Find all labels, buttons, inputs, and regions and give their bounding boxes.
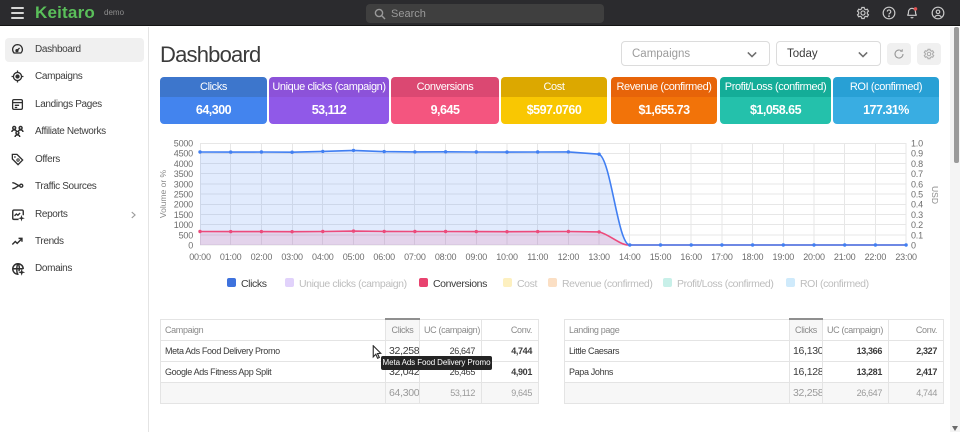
svg-text:23:00: 23:00: [895, 252, 917, 262]
svg-text:10:00: 10:00: [496, 252, 518, 262]
svg-text:2500: 2500: [174, 190, 193, 200]
svg-text:15:00: 15:00: [650, 252, 672, 262]
svg-text:1500: 1500: [174, 210, 193, 220]
svg-text:08:00: 08:00: [435, 252, 457, 262]
svg-text:12:00: 12:00: [558, 252, 580, 262]
svg-text:0.7: 0.7: [911, 169, 923, 179]
svg-text:1000: 1000: [174, 220, 193, 230]
svg-text:05:00: 05:00: [343, 252, 365, 262]
svg-text:500: 500: [179, 230, 194, 240]
svg-text:0.8: 0.8: [911, 159, 923, 169]
svg-text:07:00: 07:00: [404, 252, 426, 262]
svg-text:0.9: 0.9: [911, 149, 923, 159]
svg-text:USD: USD: [930, 186, 940, 204]
svg-text:20:00: 20:00: [803, 252, 825, 262]
svg-text:11:00: 11:00: [527, 252, 548, 262]
svg-text:00:00: 00:00: [189, 252, 211, 262]
svg-text:03:00: 03:00: [281, 252, 303, 262]
svg-text:17:00: 17:00: [711, 252, 733, 262]
svg-text:14:00: 14:00: [619, 252, 641, 262]
svg-text:Unique clicks (campaign): Unique clicks (campaign): [299, 278, 407, 290]
svg-text:5000: 5000: [174, 139, 193, 149]
svg-text:04:00: 04:00: [312, 252, 334, 262]
svg-text:0.3: 0.3: [911, 210, 923, 220]
svg-text:2000: 2000: [174, 200, 193, 210]
svg-text:Cost: Cost: [517, 278, 537, 290]
svg-text:1.0: 1.0: [911, 139, 923, 149]
svg-text:Revenue (confirmed): Revenue (confirmed): [562, 278, 652, 290]
svg-text:01:00: 01:00: [220, 252, 242, 262]
svg-text:4500: 4500: [174, 149, 193, 159]
svg-text:0.4: 0.4: [911, 200, 923, 210]
svg-text:16:00: 16:00: [680, 252, 702, 262]
svg-text:0.2: 0.2: [911, 220, 923, 230]
svg-text:ROI (confirmed): ROI (confirmed): [800, 278, 869, 290]
svg-text:19:00: 19:00: [773, 252, 795, 262]
svg-text:Volume or %: Volume or %: [158, 169, 168, 218]
svg-text:06:00: 06:00: [373, 252, 395, 262]
svg-text:0: 0: [911, 241, 916, 251]
svg-text:02:00: 02:00: [251, 252, 273, 262]
svg-text:0.5: 0.5: [911, 190, 923, 200]
svg-text:0.1: 0.1: [911, 230, 923, 240]
svg-text:3000: 3000: [174, 179, 193, 189]
svg-text:18:00: 18:00: [742, 252, 764, 262]
svg-text:09:00: 09:00: [466, 252, 488, 262]
svg-text:0.6: 0.6: [911, 179, 923, 189]
svg-text:0: 0: [188, 241, 193, 251]
svg-text:13:00: 13:00: [588, 252, 610, 262]
svg-text:22:00: 22:00: [865, 252, 887, 262]
svg-text:4000: 4000: [174, 159, 193, 169]
svg-text:Clicks: Clicks: [241, 278, 267, 290]
svg-text:Profit/Loss (confirmed): Profit/Loss (confirmed): [677, 278, 773, 290]
svg-text:Conversions: Conversions: [433, 278, 487, 290]
svg-text:3500: 3500: [174, 169, 193, 179]
svg-text:21:00: 21:00: [834, 252, 856, 262]
